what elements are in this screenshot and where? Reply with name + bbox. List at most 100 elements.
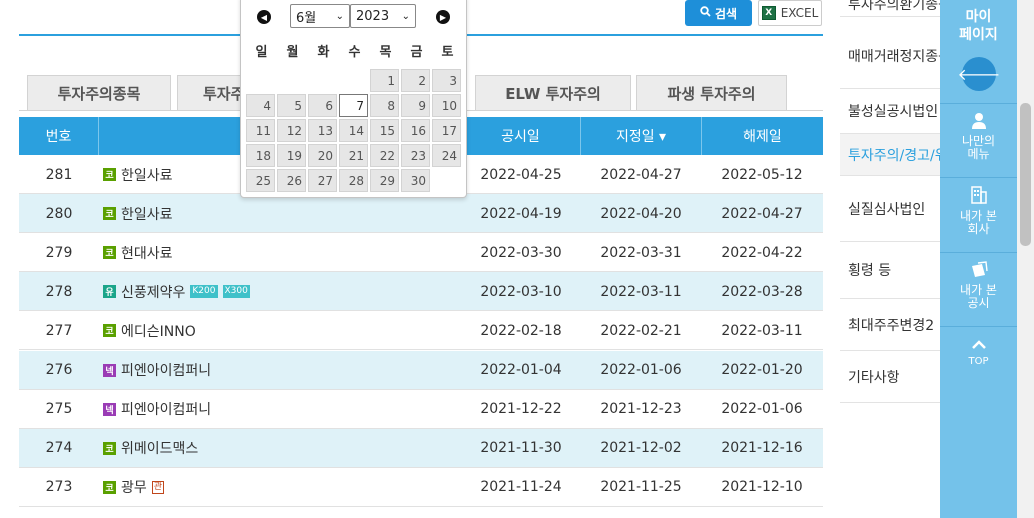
table-row[interactable]: 276 넥 피엔아이컴퍼니 2022-01-04 2022-01-06 2022… (19, 350, 823, 390)
calendar-day[interactable]: 9 (401, 94, 430, 117)
right-menu-item[interactable]: 불성실공시법인 (840, 89, 940, 134)
weekday-label: 월 (286, 45, 299, 60)
release-date: 2022-04-27 (721, 205, 803, 222)
calendar-day[interactable]: 22 (370, 144, 399, 167)
calendar-day[interactable]: 12 (277, 119, 306, 142)
announce-date: 2022-04-25 (480, 166, 562, 183)
market-badge: 코 (103, 246, 116, 260)
tab-label: 투자주의종목 (57, 85, 141, 103)
company-name-link[interactable]: 신풍제약우 (121, 284, 186, 301)
announce-date: 2021-12-22 (480, 401, 562, 418)
row-number: 275 (45, 401, 73, 418)
table-row[interactable]: 275 넥 피엔아이컴퍼니 2021-12-22 2021-12-23 2022… (19, 390, 823, 429)
table-row[interactable]: 278 유 신풍제약우 K200 X300 2022-03-10 2022-03-… (19, 272, 823, 312)
company-cell: 넥 피엔아이컴퍼니 (103, 390, 343, 429)
calendar-day[interactable]: 28 (339, 169, 368, 192)
release-date: 2022-03-28 (721, 283, 803, 300)
calendar-day[interactable]: 10 (432, 94, 461, 117)
prev-month-icon[interactable]: ◀ (257, 10, 271, 24)
scrollbar-thumb[interactable] (1020, 103, 1031, 246)
calendar-day[interactable]: 18 (246, 144, 275, 167)
release-date: 2022-04-22 (721, 244, 803, 261)
excel-download-button[interactable]: X EXCEL (758, 0, 822, 26)
search-button[interactable]: 검색 (685, 0, 752, 26)
company-name-link[interactable]: 광무 (121, 480, 147, 497)
calendar-day[interactable]: 16 (401, 119, 430, 142)
header-designate-date[interactable]: 지정일 ▾ (581, 117, 702, 155)
calendar-day[interactable]: 21 (339, 144, 368, 167)
calendar-day[interactable]: 3 (432, 69, 461, 92)
market-badge: 코 (103, 207, 116, 221)
my-menu-button[interactable]: 나만의 메뉴 (940, 103, 1017, 173)
calendar-day[interactable]: 14 (339, 119, 368, 142)
page-scrollbar[interactable] (1017, 0, 1034, 518)
calendar-day[interactable]: 5 (277, 94, 306, 117)
month-select[interactable]: 6월 ⌄ (290, 4, 350, 28)
calendar-day[interactable]: 6 (308, 94, 337, 117)
month-value: 6월 (296, 10, 317, 26)
calendar-day[interactable]: 15 (370, 119, 399, 142)
company-name-link[interactable]: 피엔아이컴퍼니 (121, 402, 212, 419)
right-menu-item[interactable]: 투자주의/경고/위험 (840, 134, 940, 176)
company-cell: 유 신풍제약우 K200 X300 (103, 272, 343, 311)
calendar-day[interactable]: 17 (432, 119, 461, 142)
company-name-link[interactable]: 한일사료 (121, 167, 173, 184)
calendar-day[interactable]: 20 (308, 144, 337, 167)
next-month-icon[interactable]: ▶ (436, 10, 450, 24)
calendar-day[interactable]: 25 (246, 169, 275, 192)
right-menu-item[interactable]: 최대주주변경2 (840, 299, 940, 351)
table-row[interactable]: 274 코 위메이드맥스 2021-11-30 2021-12-02 2021-… (19, 428, 823, 468)
viewed-companies-button[interactable]: 내가 본 회사 (940, 177, 1017, 249)
calendar-day[interactable]: 1 (370, 69, 399, 92)
row-number: 279 (45, 244, 73, 261)
right-menu-item[interactable]: 매매거래정지종목 (840, 23, 940, 89)
release-date: 2022-03-11 (721, 322, 803, 339)
calendar-day[interactable]: 7 (339, 94, 368, 117)
calendar-day[interactable]: 23 (401, 144, 430, 167)
tab-elw-caution[interactable]: ELW 투자주의 (475, 75, 631, 111)
row-number: 280 (45, 205, 73, 222)
company-name-link[interactable]: 현대사료 (121, 245, 173, 262)
calendar-day[interactable]: 19 (277, 144, 306, 167)
year-select[interactable]: 2023 ⌄ (350, 4, 416, 28)
calendar-day[interactable]: 11 (246, 119, 275, 142)
right-menu-item[interactable]: 기타사항 (840, 351, 940, 403)
company-name-link[interactable]: 에디슨INNO (121, 323, 196, 340)
tab-label: 투자주 (203, 85, 245, 103)
calendar-day[interactable]: 2 (401, 69, 430, 92)
calendar-day[interactable]: 13 (308, 119, 337, 142)
table-row[interactable]: 273 코 광무 관 2021-11-24 2021-11-25 2021-12… (19, 468, 823, 507)
release-date: 2022-01-06 (721, 401, 803, 418)
tab-investment-warning[interactable]: 투자주 (177, 75, 247, 111)
table-row[interactable]: 277 코 에디슨INNO 2022-02-18 2022-02-21 2022… (19, 311, 823, 351)
calendar-day[interactable]: 4 (246, 94, 275, 117)
calendar-day[interactable]: 8 (370, 94, 399, 117)
right-menu-item[interactable]: 투자주의환기종목 (840, 0, 940, 17)
weekday-label: 화 (317, 45, 330, 60)
tab-investment-caution[interactable]: 투자주의종목 (27, 75, 171, 111)
back-arrow-icon[interactable]: 🡐 (958, 57, 1000, 91)
calendar-day[interactable]: 30 (401, 169, 430, 192)
top-label: TOP (968, 356, 989, 367)
release-date: 2021-12-10 (721, 479, 803, 496)
calendar-day[interactable]: 27 (308, 169, 337, 192)
right-menu-item[interactable]: 횡령 등 (840, 242, 940, 299)
designate-date: 2021-11-25 (600, 479, 682, 496)
table-row[interactable]: 280 코 한일사료 2022-04-19 2022-04-20 2022-04… (19, 194, 823, 234)
table-row[interactable]: 279 코 현대사료 2022-03-30 2022-03-31 2022-04… (19, 233, 823, 273)
right-menu-item[interactable]: 실질심사법인 (840, 176, 940, 242)
header-announce-date[interactable]: 공시일 (461, 117, 581, 155)
header-release-date[interactable]: 해제일 (743, 129, 782, 145)
company-name-link[interactable]: 위메이드맥스 (121, 441, 199, 458)
company-name-link[interactable]: 한일사료 (121, 206, 173, 223)
tab-derivatives-caution[interactable]: 파생 투자주의 (636, 75, 787, 111)
announce-date: 2021-11-30 (480, 440, 562, 457)
scroll-top-button[interactable]: TOP (940, 326, 1017, 386)
calendar-day[interactable]: 29 (370, 169, 399, 192)
calendar-day[interactable]: 26 (277, 169, 306, 192)
viewed-disclosures-button[interactable]: 내가 본 공시 (940, 252, 1017, 324)
company-name-link[interactable]: 피엔아이컴퍼니 (121, 363, 212, 379)
release-date: 2022-01-20 (721, 362, 803, 378)
calendar-day[interactable]: 24 (432, 144, 461, 167)
my-page-title[interactable]: 마이 페이지 (959, 9, 998, 43)
